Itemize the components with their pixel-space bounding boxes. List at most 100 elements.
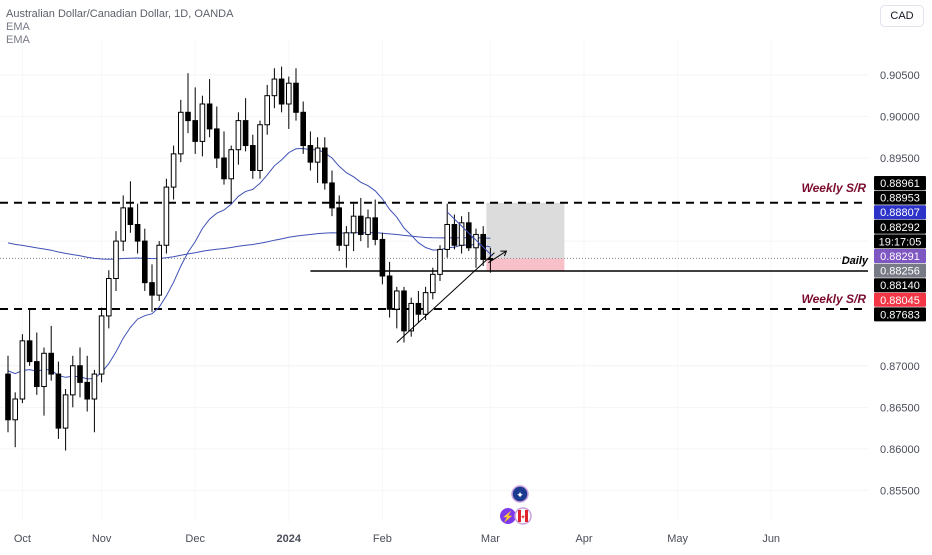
candle-body — [34, 361, 40, 388]
candle-body — [322, 147, 328, 184]
candles — [5, 66, 494, 451]
price-tag-label: 0.88291 — [880, 251, 920, 263]
trendline-support — [396, 252, 495, 343]
candle-body — [19, 340, 26, 400]
candle-body — [199, 103, 206, 142]
time-tick-label: 2024 — [277, 533, 302, 545]
candle-body — [62, 394, 69, 429]
candle-body — [278, 78, 285, 105]
price-tag-label: 0.88961 — [880, 178, 920, 190]
svg-text:⚡: ⚡ — [502, 510, 514, 523]
candle-body — [91, 373, 98, 400]
candle-body — [372, 217, 378, 240]
candle-body — [444, 223, 450, 250]
trendline-resistance — [446, 211, 493, 257]
price-tag — [874, 307, 926, 322]
price-tick-label: 0.86500 — [880, 402, 920, 414]
candle-body — [48, 352, 55, 375]
price-tick-label: 0.90500 — [880, 70, 920, 82]
candle-body — [5, 373, 11, 421]
candle-body — [365, 217, 371, 235]
daily-label: Daily — [842, 255, 869, 267]
candle-body — [307, 145, 314, 163]
lightning-icon[interactable]: ⚡ — [500, 508, 516, 524]
svg-text:✦: ✦ — [516, 490, 524, 500]
candle-body — [185, 111, 191, 122]
symbol-title[interactable]: Australian Dollar/Canadian Dollar, 1D, O… — [6, 8, 234, 20]
price-tag — [874, 205, 926, 220]
price-tag — [874, 190, 926, 205]
price-tag — [874, 278, 926, 293]
price-axis[interactable]: 0.905000.900000.895000.885000.870000.865… — [880, 70, 920, 498]
currency-button[interactable]: CAD — [880, 5, 924, 27]
stop-zone — [486, 258, 565, 272]
candle-body — [336, 207, 342, 246]
candle-body — [113, 240, 119, 280]
candle-body — [300, 111, 306, 147]
breakout-arrow — [488, 250, 507, 264]
candle-body — [170, 153, 177, 188]
event-icons[interactable]: ✦ ⚡ ✦ — [500, 485, 532, 525]
price-tag — [874, 249, 926, 263]
candle-body — [430, 273, 436, 294]
weekly-sr-label-bottom: Weekly S/R — [802, 292, 867, 306]
candle-body — [163, 186, 170, 246]
price-tag-label: 0.88807 — [880, 207, 920, 219]
time-tick-label: Feb — [373, 533, 392, 545]
candle-body — [487, 258, 494, 261]
candle-body — [242, 120, 249, 147]
candle-body — [286, 82, 292, 105]
australia-flag-icon[interactable]: ✦ — [511, 485, 529, 503]
candle-body — [77, 365, 83, 383]
indicator-ema-1[interactable]: EMA — [6, 21, 30, 33]
candle-body — [98, 315, 105, 375]
candle-body — [343, 232, 350, 246]
candle-body — [314, 147, 321, 163]
chart-legend: Australian Dollar/Canadian Dollar, 1D, O… — [6, 8, 233, 47]
time-axis[interactable]: Oct Nov Dec 2024 Feb Mar Apr May Jun — [14, 533, 780, 545]
candle-body — [106, 278, 112, 317]
candle-body — [142, 240, 148, 284]
candle-body — [358, 215, 364, 235]
indicator-ema-2[interactable]: EMA — [6, 34, 30, 46]
candle-body — [422, 292, 429, 315]
ema-line — [7, 147, 491, 380]
candle-body — [458, 222, 465, 246]
candle-body — [271, 78, 278, 97]
position-boxes — [486, 202, 565, 272]
target-zone — [486, 202, 565, 259]
candle-body — [386, 275, 393, 310]
ema-lines — [7, 147, 491, 380]
candle-body — [250, 145, 256, 171]
price-tag-label: 19:17:05 — [879, 236, 922, 248]
price-tag-label: 0.88045 — [880, 295, 920, 307]
candle-body — [379, 238, 386, 277]
time-tick-label: Apr — [575, 533, 592, 545]
candle-body — [120, 207, 127, 242]
time-tick-label: Jun — [762, 533, 780, 545]
candle-body — [84, 381, 91, 400]
price-tick-label: 0.86000 — [880, 444, 920, 456]
price-tag-label: 0.88953 — [880, 193, 920, 205]
ema-line — [7, 232, 491, 260]
candle-body — [473, 233, 479, 249]
price-tag-label: 0.88292 — [880, 222, 920, 234]
price-tick-label: 0.90000 — [880, 111, 920, 123]
price-tag — [874, 219, 926, 234]
candle-body — [415, 302, 422, 315]
candle-body — [70, 365, 76, 396]
candle-body — [437, 248, 443, 275]
price-tag — [874, 292, 926, 307]
candle-body — [156, 244, 162, 296]
price-tag-label: 0.88140 — [880, 280, 920, 292]
candle-body — [228, 149, 234, 180]
time-tick-label: Nov — [92, 533, 112, 545]
price-tick-label: 0.85500 — [880, 485, 920, 497]
price-tag — [874, 234, 926, 249]
candle-body — [178, 111, 184, 155]
canada-flag-icon[interactable]: ✦ — [514, 507, 532, 525]
candle-body — [329, 182, 335, 209]
candle-body — [408, 302, 414, 332]
